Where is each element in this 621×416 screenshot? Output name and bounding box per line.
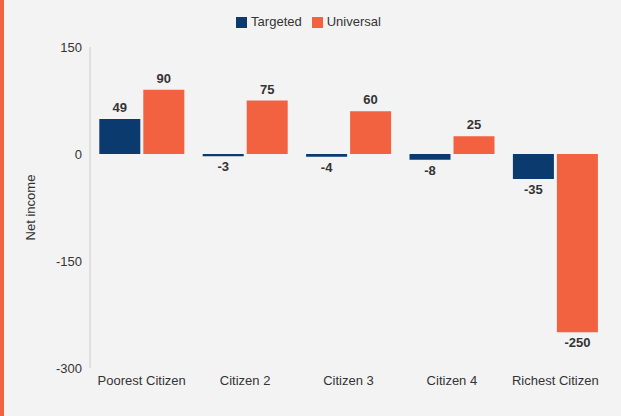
svg-text:-4: -4	[321, 160, 333, 175]
svg-text:75: 75	[260, 82, 274, 97]
html-text:Universal: Universal	[326, 14, 381, 29]
svg-text:25: 25	[467, 117, 481, 132]
svg-text:Citizen 2: Citizen 2	[220, 373, 271, 388]
svg-text:-35: -35	[524, 182, 543, 197]
svg-text:Citizen 4: Citizen 4	[427, 373, 478, 388]
svg-text:150: 150	[60, 40, 82, 55]
svg-text:-3: -3	[217, 159, 229, 174]
svg-text:Richest Citizen: Richest Citizen	[512, 373, 599, 388]
svg-text:-300: -300	[56, 361, 82, 376]
svg-text:60: 60	[363, 92, 377, 107]
svg-text:0: 0	[75, 147, 82, 162]
html-text:Targeted: Targeted	[251, 14, 302, 29]
svg-text:90: 90	[157, 71, 171, 86]
svg-text:-8: -8	[424, 163, 436, 178]
svg-text:Net income: Net income	[23, 175, 38, 241]
svg-text:49: 49	[113, 100, 127, 115]
svg-text:-150: -150	[56, 254, 82, 269]
svg-text:-250: -250	[564, 335, 590, 350]
svg-text:Citizen 3: Citizen 3	[323, 373, 374, 388]
svg-text:Poorest Citizen: Poorest Citizen	[98, 373, 186, 388]
